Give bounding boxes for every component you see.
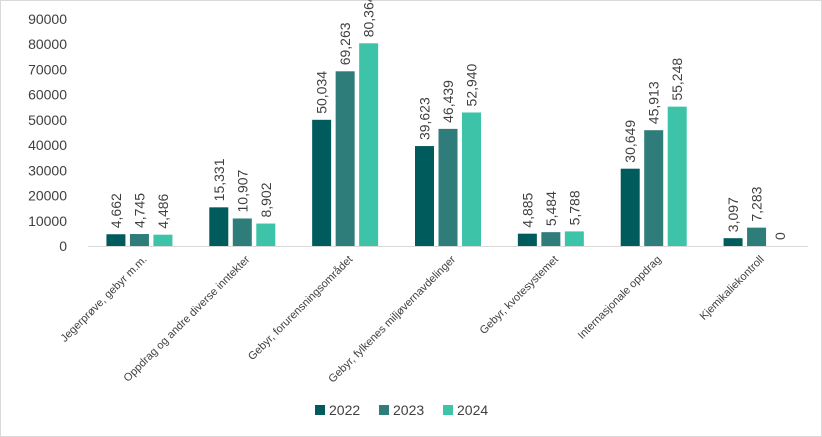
y-tick-label: 20000 bbox=[28, 188, 67, 204]
bar bbox=[747, 228, 766, 246]
bar-chart: 0 10000 20000 30000 40000 50000 60000 70000 8000… bbox=[0, 0, 822, 437]
bar bbox=[209, 207, 228, 246]
data-label: 7,283 bbox=[749, 186, 765, 221]
bar bbox=[439, 129, 458, 246]
category-label: Gebyr, fylkenes miljøvernavdelinger bbox=[326, 253, 458, 385]
bar bbox=[359, 43, 378, 246]
category-label: Oppdrag og andre diverse inntekter bbox=[122, 253, 253, 384]
data-label: 52,940 bbox=[464, 63, 480, 106]
data-label: 4,486 bbox=[155, 193, 171, 228]
y-tick-label: 90000 bbox=[28, 11, 67, 27]
data-label: 80,364 bbox=[361, 0, 377, 37]
data-label: 4,885 bbox=[519, 192, 535, 227]
bar bbox=[312, 120, 331, 246]
bar bbox=[233, 218, 252, 246]
y-tick-label: 30000 bbox=[28, 162, 67, 178]
y-tick-label: 60000 bbox=[28, 87, 67, 103]
bar bbox=[336, 71, 355, 246]
bar bbox=[541, 232, 560, 246]
data-label: 69,263 bbox=[337, 22, 353, 65]
bar bbox=[565, 231, 584, 246]
y-tick-label: 50000 bbox=[28, 112, 67, 128]
data-label: 10,907 bbox=[234, 169, 250, 212]
bar bbox=[668, 107, 687, 246]
data-label: 39,623 bbox=[417, 97, 433, 140]
bar bbox=[724, 238, 743, 246]
data-label: 30,649 bbox=[622, 120, 638, 163]
legend-swatch bbox=[443, 405, 453, 415]
data-label: 46,439 bbox=[440, 80, 456, 123]
legend-label: 2024 bbox=[457, 402, 488, 418]
bar bbox=[415, 146, 434, 246]
y-tick-label: 70000 bbox=[28, 61, 67, 77]
y-tick-label: 0 bbox=[59, 238, 67, 254]
bar bbox=[462, 112, 481, 246]
legend-label: 2023 bbox=[393, 402, 424, 418]
category-label: Gebyr, kvotesystemet bbox=[478, 254, 561, 337]
category-label: Gebyr, forurensningsområdet bbox=[246, 254, 355, 363]
bar bbox=[106, 234, 125, 246]
data-label: 8,902 bbox=[258, 182, 274, 217]
bar bbox=[621, 169, 640, 246]
y-tick-label: 80000 bbox=[28, 36, 67, 52]
data-label: 5,484 bbox=[543, 191, 559, 226]
bar bbox=[518, 234, 537, 246]
data-label: 5,788 bbox=[566, 190, 582, 225]
data-label: 4,745 bbox=[131, 193, 147, 228]
bar bbox=[644, 130, 663, 246]
legend-swatch bbox=[379, 405, 389, 415]
category-label: Internasjonale oppdrag bbox=[576, 254, 664, 342]
y-tick-label: 40000 bbox=[28, 137, 67, 153]
category-label: Kjemikaliekontroll bbox=[698, 254, 767, 323]
data-label: 15,331 bbox=[211, 158, 227, 201]
legend-label: 2022 bbox=[329, 402, 360, 418]
category-label: Jegerprøve, gebyr m.m. bbox=[58, 254, 149, 345]
bar bbox=[256, 224, 275, 246]
data-label: 55,248 bbox=[669, 58, 685, 101]
data-label: 45,913 bbox=[646, 81, 662, 124]
data-label: 50,034 bbox=[314, 71, 330, 114]
legend-swatch bbox=[315, 405, 325, 415]
data-label: 0 bbox=[772, 232, 788, 240]
y-tick-label: 10000 bbox=[28, 213, 67, 229]
data-label: 4,662 bbox=[108, 193, 124, 228]
data-label: 3,097 bbox=[725, 197, 741, 232]
bar bbox=[130, 234, 149, 246]
bar bbox=[153, 235, 172, 246]
